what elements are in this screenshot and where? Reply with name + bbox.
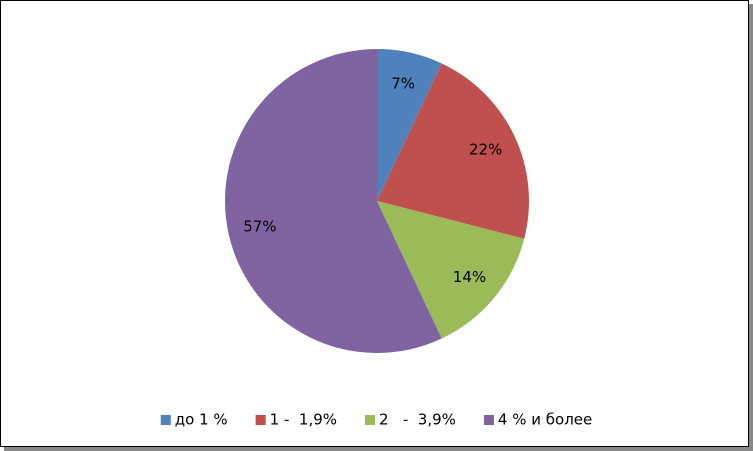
legend-swatch bbox=[255, 415, 266, 425]
data-label: 7% bbox=[391, 74, 415, 92]
legend-label: до 1 % bbox=[175, 411, 228, 429]
frame-shadow bbox=[749, 4, 753, 451]
legend-label: 1 - 1,9% bbox=[270, 411, 337, 429]
data-label: 14% bbox=[453, 268, 486, 286]
pie-slice bbox=[377, 49, 442, 201]
frame-shadow bbox=[4, 447, 753, 451]
data-label: 57% bbox=[243, 218, 276, 236]
pie-slice bbox=[377, 201, 525, 339]
legend-label: 4 % и более bbox=[498, 411, 592, 429]
pie-slice bbox=[225, 49, 442, 353]
legend-label: 2 - 3,9% bbox=[379, 411, 456, 429]
data-label: 22% bbox=[469, 140, 502, 158]
legend-swatch bbox=[365, 415, 376, 425]
legend-swatch bbox=[483, 415, 494, 425]
pie-slice bbox=[377, 63, 530, 239]
legend-swatch bbox=[160, 415, 171, 425]
